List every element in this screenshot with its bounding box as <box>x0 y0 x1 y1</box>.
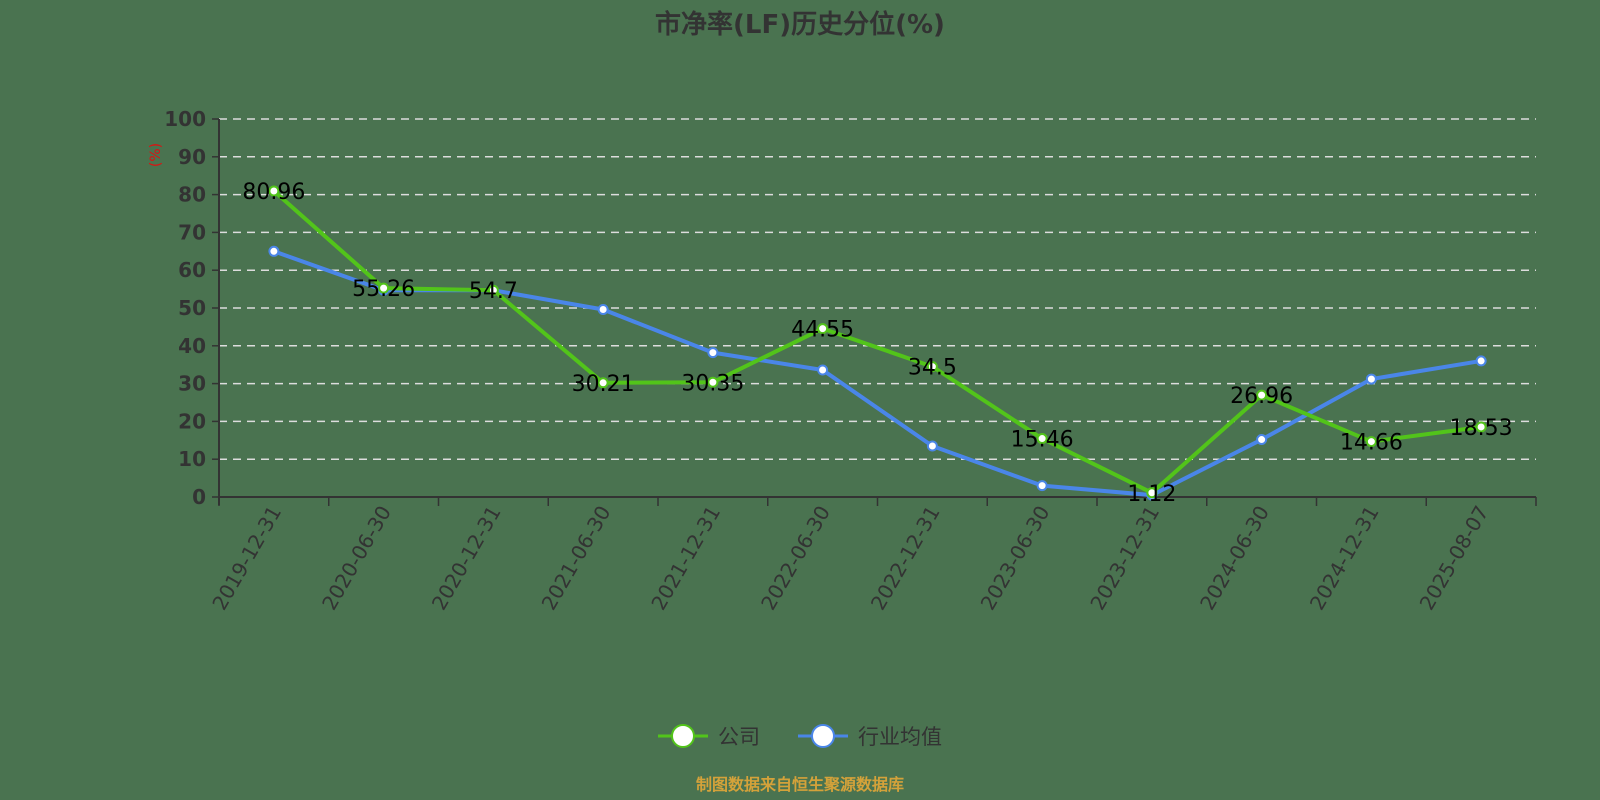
data-point[interactable] <box>1365 373 1377 385</box>
series-company <box>268 185 1487 499</box>
data-point[interactable] <box>1256 389 1268 401</box>
legend-item-company[interactable]: 公司 <box>658 724 760 749</box>
data-label: 14.66 <box>1340 431 1403 456</box>
data-label: 1.12 <box>1127 482 1176 507</box>
x-tick-label: 2021-12-31 <box>646 502 725 615</box>
data-point[interactable] <box>817 323 829 335</box>
x-axis: 2019-12-31 2020-06-30 2020-12-31 2021-06-30… <box>207 496 1537 615</box>
data-point[interactable] <box>926 361 938 373</box>
y-tick-label: 100 <box>164 107 206 131</box>
y-tick-label: 20 <box>178 409 206 433</box>
x-tick-label: 2023-06-30 <box>976 502 1055 615</box>
x-tick-label: 2021-06-30 <box>537 502 616 615</box>
data-point[interactable] <box>1475 355 1487 367</box>
data-label: 80.96 <box>242 180 305 205</box>
data-point[interactable] <box>1146 487 1158 499</box>
data-point[interactable] <box>1475 421 1487 433</box>
data-label: 55.26 <box>352 277 415 302</box>
y-tick-label: 80 <box>178 183 206 207</box>
data-label: 26.96 <box>1230 384 1293 409</box>
data-point[interactable] <box>268 185 280 197</box>
series-industry-average <box>268 245 1487 501</box>
legend[interactable]: 公司 行业均值 <box>658 724 942 749</box>
data-label: 18.53 <box>1450 416 1513 441</box>
x-tick-label: 2024-06-30 <box>1195 502 1274 615</box>
data-point[interactable] <box>817 364 829 376</box>
data-label: 44.55 <box>791 318 854 343</box>
data-point[interactable] <box>268 245 280 257</box>
source-note: 制图数据来自恒生聚源数据库 <box>696 775 904 794</box>
y-tick-label: 0 <box>192 485 206 509</box>
data-label: 30.35 <box>681 371 744 396</box>
y-tick-label: 10 <box>178 447 206 471</box>
y-axis: 0 10 20 30 40 50 60 70 80 90 100 <box>164 107 220 509</box>
data-label: 30.21 <box>572 372 635 397</box>
data-label: 34.5 <box>908 356 957 381</box>
y-tick-label: 70 <box>178 220 206 244</box>
x-tick-label: 2024-12-31 <box>1305 502 1384 615</box>
data-point[interactable] <box>597 304 609 316</box>
data-label: 54.7 <box>469 279 518 304</box>
chart-title: 市净率(LF)历史分位(%) <box>655 9 945 40</box>
series-layer: 80.96 55.26 54.7 30.21 30.35 44.55 34.5 15.46 1.… <box>242 180 1512 507</box>
data-point[interactable] <box>926 440 938 452</box>
data-point[interactable] <box>1365 436 1377 448</box>
data-point[interactable] <box>1036 480 1048 492</box>
data-label: 15.46 <box>1011 428 1074 453</box>
x-tick-label: 2019-12-31 <box>207 502 286 615</box>
x-tick-label: 2025-08-07 <box>1415 502 1494 615</box>
x-tick-label: 2023-12-31 <box>1085 502 1164 615</box>
data-point[interactable] <box>487 284 499 296</box>
y-axis-unit: (%) <box>148 143 164 167</box>
legend-item-industry-average[interactable]: 行业均值 <box>798 724 942 749</box>
legend-marker-icon <box>671 724 695 748</box>
legend-label: 公司 <box>718 725 760 749</box>
data-point[interactable] <box>1036 433 1048 445</box>
y-tick-label: 50 <box>178 296 206 320</box>
data-point[interactable] <box>707 347 719 359</box>
y-tick-label: 40 <box>178 334 206 358</box>
y-tick-label: 90 <box>178 145 206 169</box>
legend-label: 行业均值 <box>858 725 942 749</box>
x-tick-label: 2022-12-31 <box>866 502 945 615</box>
y-tick-label: 30 <box>178 372 206 396</box>
legend-marker-icon <box>811 724 835 748</box>
data-point[interactable] <box>1256 434 1268 446</box>
data-point[interactable] <box>378 282 390 294</box>
x-tick-label: 2022-06-30 <box>756 502 835 615</box>
x-tick-label: 2020-06-30 <box>317 502 396 615</box>
data-point[interactable] <box>707 376 719 388</box>
y-tick-label: 60 <box>178 258 206 282</box>
x-tick-label: 2020-12-31 <box>427 502 506 615</box>
data-point[interactable] <box>597 377 609 389</box>
series-line <box>272 189 1482 495</box>
